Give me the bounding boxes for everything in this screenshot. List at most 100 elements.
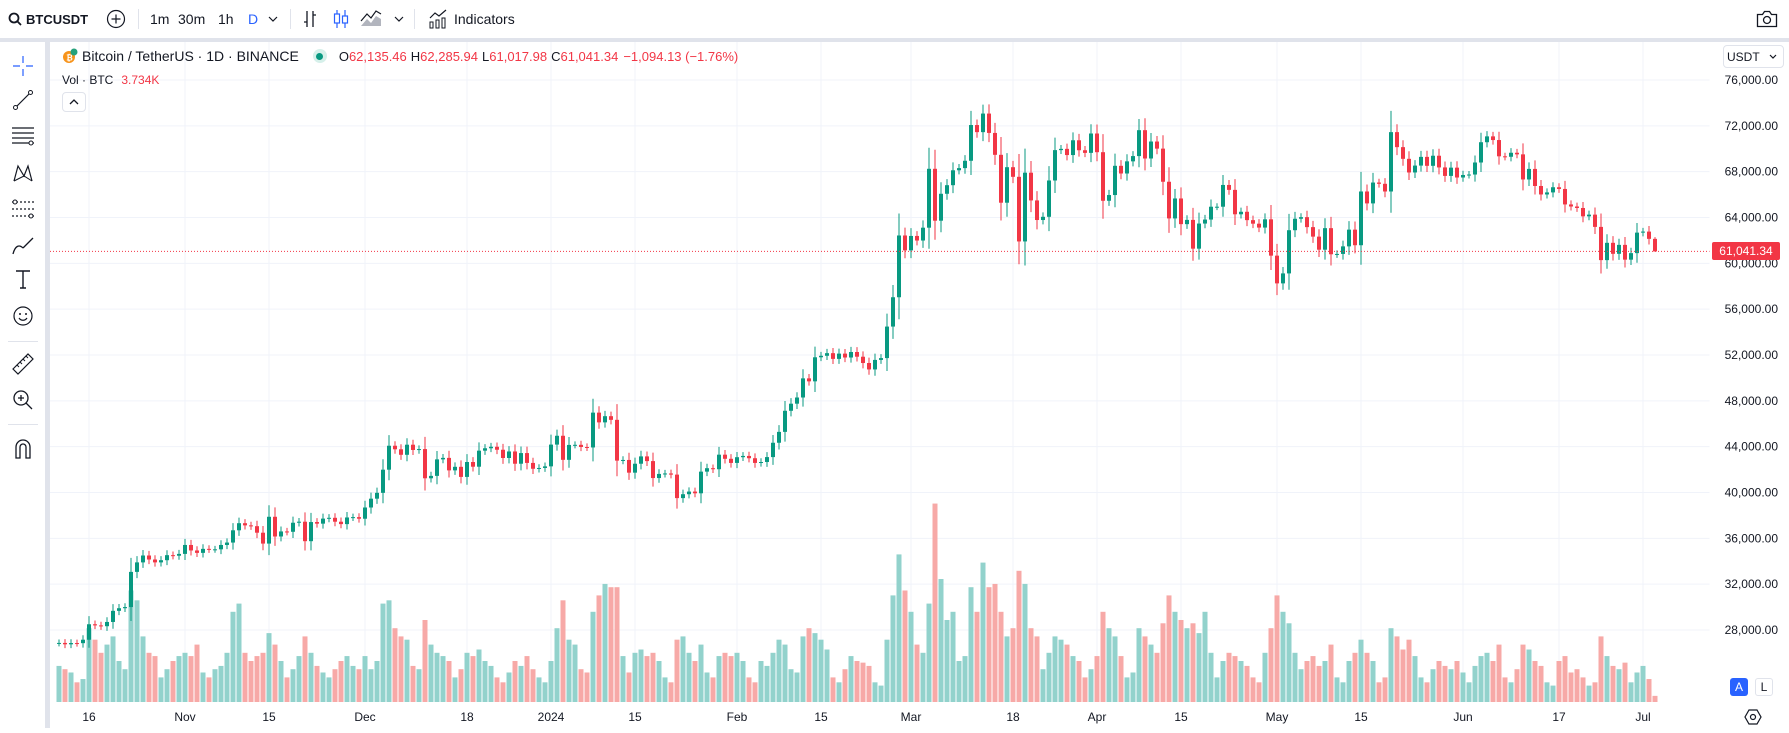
candle[interactable] <box>471 457 475 472</box>
candle[interactable] <box>171 551 175 560</box>
area-chart-type-button[interactable] <box>360 0 382 38</box>
candle[interactable] <box>573 441 577 449</box>
candle[interactable] <box>1071 132 1075 163</box>
chart-pane[interactable]: 76,000.00 72,000.00 68,000.00 64,000.00 60,0… <box>50 42 1789 728</box>
candle[interactable] <box>321 513 325 529</box>
candle[interactable] <box>705 463 709 477</box>
candle[interactable] <box>669 469 673 479</box>
candle[interactable] <box>1413 160 1417 178</box>
candle[interactable] <box>1389 110 1393 213</box>
candle[interactable] <box>543 462 547 472</box>
candle[interactable] <box>255 520 259 539</box>
candle[interactable] <box>111 604 115 629</box>
candle[interactable] <box>1263 213 1267 234</box>
candle[interactable] <box>213 545 217 553</box>
candle[interactable] <box>903 227 907 259</box>
candle[interactable] <box>891 285 895 339</box>
candle[interactable] <box>927 147 931 249</box>
candle[interactable] <box>351 513 355 522</box>
candle[interactable] <box>1167 167 1171 233</box>
candle[interactable] <box>495 442 499 455</box>
candle[interactable] <box>1563 180 1567 213</box>
candle[interactable] <box>1257 219 1261 233</box>
candle[interactable] <box>909 228 913 259</box>
candle[interactable] <box>489 442 493 453</box>
candle[interactable] <box>1089 124 1093 163</box>
candle[interactable] <box>1635 223 1639 263</box>
candle[interactable] <box>267 505 271 556</box>
candle[interactable] <box>1437 148 1441 175</box>
candle[interactable] <box>915 231 919 246</box>
candle[interactable] <box>873 353 877 376</box>
candle[interactable] <box>459 460 463 484</box>
candle[interactable] <box>783 401 787 442</box>
candle[interactable] <box>1599 213 1603 274</box>
candle[interactable] <box>423 436 427 491</box>
candle[interactable] <box>1425 150 1429 172</box>
emoji-tool[interactable] <box>8 301 38 331</box>
candle[interactable] <box>75 639 79 647</box>
candle[interactable] <box>807 374 811 386</box>
candle[interactable] <box>345 512 349 530</box>
candle[interactable] <box>1641 227 1645 237</box>
candle[interactable] <box>261 526 265 551</box>
candle[interactable] <box>1401 140 1405 166</box>
candle[interactable] <box>861 351 865 369</box>
candle[interactable] <box>1329 216 1333 266</box>
candle[interactable] <box>1377 178 1381 188</box>
candle[interactable] <box>1443 161 1447 182</box>
candle[interactable] <box>441 454 445 464</box>
candle[interactable] <box>825 348 829 361</box>
candle[interactable] <box>855 347 859 362</box>
market-status-icon[interactable] <box>312 49 327 63</box>
candle[interactable] <box>99 621 103 630</box>
candle[interactable] <box>225 538 229 550</box>
candle[interactable] <box>1029 160 1033 213</box>
candle[interactable] <box>981 104 985 142</box>
candle[interactable] <box>57 639 61 647</box>
candle[interactable] <box>63 639 67 649</box>
candle[interactable] <box>1593 207 1597 235</box>
candle[interactable] <box>381 459 385 504</box>
candle[interactable] <box>1515 148 1519 159</box>
candle[interactable] <box>435 450 439 485</box>
candle[interactable] <box>1209 199 1213 227</box>
candle[interactable] <box>123 603 127 612</box>
candle[interactable] <box>1473 155 1477 182</box>
candle[interactable] <box>147 550 151 565</box>
text-tool[interactable] <box>8 264 38 294</box>
interval-30m[interactable]: 30m <box>178 0 205 38</box>
auto-scale-button[interactable]: A <box>1730 678 1748 696</box>
candle[interactable] <box>615 404 619 477</box>
candle[interactable] <box>831 348 835 365</box>
candle[interactable] <box>717 446 721 478</box>
candle[interactable] <box>813 346 817 393</box>
candle[interactable] <box>753 453 757 468</box>
candle[interactable] <box>1485 131 1489 148</box>
candle[interactable] <box>921 220 925 248</box>
candle[interactable] <box>591 398 595 462</box>
candle[interactable] <box>219 540 223 555</box>
measure-tool[interactable] <box>8 349 38 379</box>
candle[interactable] <box>537 464 541 473</box>
screenshot-button[interactable] <box>1756 0 1778 38</box>
candle[interactable] <box>765 452 769 467</box>
candle[interactable] <box>1095 124 1099 162</box>
candle[interactable] <box>153 555 157 567</box>
candle[interactable] <box>375 487 379 504</box>
candle[interactable] <box>327 514 331 523</box>
candle[interactable] <box>393 441 397 454</box>
candle[interactable] <box>1539 180 1543 201</box>
candle[interactable] <box>117 603 121 616</box>
candle[interactable] <box>1617 238 1621 260</box>
candle[interactable] <box>243 519 247 530</box>
candle[interactable] <box>1161 135 1165 196</box>
candle[interactable] <box>993 122 997 165</box>
candle[interactable] <box>1131 151 1135 167</box>
candle[interactable] <box>759 458 763 467</box>
candle[interactable] <box>1419 150 1423 172</box>
bar-chart-type-button[interactable] <box>302 0 318 38</box>
candle[interactable] <box>249 521 253 530</box>
candle[interactable] <box>849 346 853 363</box>
candle[interactable] <box>531 457 535 474</box>
